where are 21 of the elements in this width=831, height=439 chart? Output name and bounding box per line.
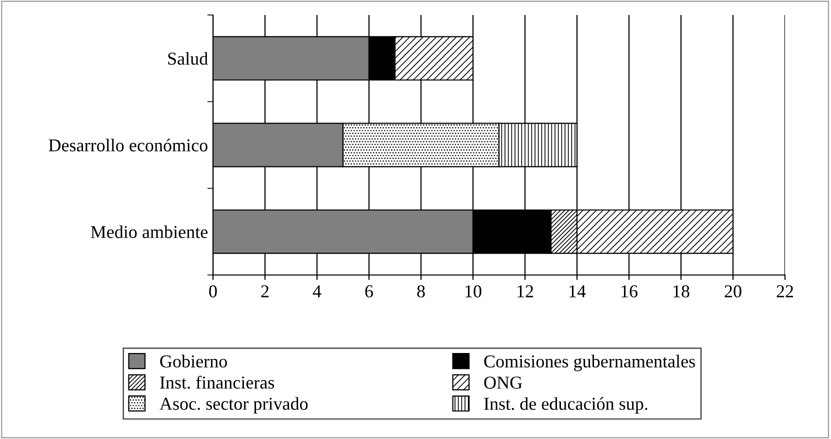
legend-label: Inst. de educación sup.	[484, 397, 648, 414]
x-tick-label: 4	[312, 285, 322, 298]
legend-label: Asoc. sector privado	[160, 397, 308, 414]
x-tick-label: 0	[209, 285, 217, 298]
x-tick-label: 12	[518, 285, 534, 298]
x-tick-label: 22	[776, 285, 794, 298]
x-tick-label: 2	[261, 285, 269, 298]
x-tick-label: 6	[365, 285, 373, 298]
legend-label: Gobierno	[160, 354, 227, 368]
legend-label: Inst. financieras	[160, 376, 274, 389]
x-tick-label: 20	[724, 285, 742, 298]
y-tick-label: Salud	[168, 52, 208, 65]
x-tick-label: 10	[466, 285, 482, 298]
x-tick-label: 18	[674, 285, 690, 298]
x-tick-label: 16	[622, 285, 638, 298]
y-tick-label: Medio ambiente	[90, 225, 208, 238]
legend-label: Comisiones gubernamentales	[484, 354, 695, 372]
x-tick-label: 14	[570, 285, 586, 298]
x-tick-label: 8	[417, 285, 425, 298]
y-tick-label: Desarrollo económico	[48, 138, 208, 152]
legend-label: ONG	[484, 376, 522, 389]
